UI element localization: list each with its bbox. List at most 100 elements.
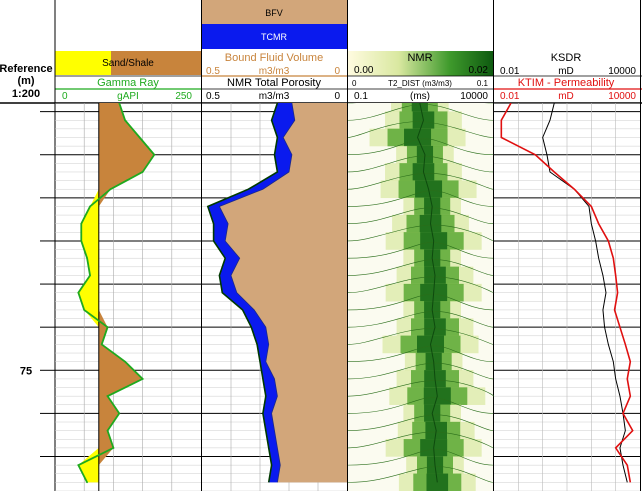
- gamma-ray-point: [89, 274, 91, 277]
- shale-fill: [98, 103, 155, 483]
- gamma-ray-point: [118, 103, 121, 104]
- gamma-ray-point: [118, 412, 121, 415]
- nmr-title: NMR: [407, 52, 432, 64]
- gr-min: 0: [62, 91, 68, 102]
- t2-axis-min: 0.1: [354, 91, 368, 102]
- ktim-title: KTIM - Permeability: [518, 77, 615, 89]
- gamma-ray-point: [86, 257, 88, 260]
- nmr-t2-waveform: [347, 276, 494, 293]
- nmr-scale-max: 0.02: [469, 65, 489, 76]
- gamma-ray-point: [106, 395, 109, 397]
- ksdr-max: 10000: [608, 66, 636, 77]
- gamma-ray-point: [89, 205, 91, 208]
- nmr-t2-waveform: [347, 431, 494, 449]
- nmr-t2-waveform: [347, 242, 494, 259]
- nmr-dist-core: [411, 103, 428, 112]
- nmr-scale-min: 0.00: [354, 65, 374, 76]
- gamma-ray-point: [83, 309, 85, 311]
- porosity-track: [206, 103, 347, 483]
- ktim-max: 10000: [608, 91, 636, 102]
- sand-fill: [78, 103, 99, 483]
- t2-max: 0.1: [477, 79, 489, 88]
- header: Reference (m) 1:200 Sand/Shale Gamma Ray…: [0, 0, 642, 104]
- nmr-t2-waveform: [347, 345, 494, 362]
- gamma-ray-point: [124, 119, 126, 122]
- t2-axis-unit: (ms): [410, 91, 430, 102]
- nmr-t2-waveform: [347, 448, 494, 466]
- gamma-ray-point: [141, 171, 144, 173]
- gamma-ray-point: [109, 188, 112, 191]
- nmr-t2-waveform: [347, 104, 494, 121]
- gamma-ray-point: [112, 447, 115, 449]
- nmr-t2-waveform: [347, 293, 494, 311]
- gamma-ray-point: [106, 326, 109, 328]
- nmr-t2-waveform: [347, 311, 494, 328]
- bfv-swatch: [202, 0, 347, 24]
- gamma-ray-track: [77, 103, 156, 491]
- nmr-t2-waveform: [347, 207, 494, 225]
- tcmr-max: 0: [334, 91, 340, 102]
- nmr-t2-waveform: [347, 121, 494, 138]
- gamma-ray-point: [100, 343, 103, 346]
- gr-max: 250: [175, 91, 192, 102]
- sand-fill-swatch: [55, 51, 111, 75]
- bfv-curve: [218, 103, 296, 483]
- ksdr-unit: mD: [558, 66, 574, 77]
- nmr-t2-waveform: [347, 362, 494, 380]
- nmr-t2-waveform: [347, 155, 494, 173]
- gamma-ray-point: [141, 378, 144, 380]
- track-borders: [54, 0, 641, 491]
- sand-shale-label: Sand/Shale: [102, 58, 154, 69]
- ksdr-title: KSDR: [551, 52, 582, 64]
- permeability-track: [500, 103, 634, 483]
- depth-unit: (m): [17, 75, 34, 87]
- bfv-legend: BFV: [265, 8, 283, 18]
- nmr-t2-waveform: [347, 397, 494, 414]
- bfv-fill: [219, 103, 347, 483]
- ktim-unit: mD: [558, 91, 574, 102]
- nmr-t2-waveform: [347, 466, 494, 483]
- tcmr-curve: [206, 103, 279, 483]
- gamma-ray-point: [77, 464, 80, 466]
- gamma-ray-point: [77, 291, 80, 294]
- gamma-ray-point: [153, 153, 156, 156]
- t2-dist-title: T2_DIST (m3/m3): [388, 79, 452, 88]
- nmr-t2-waveform: [347, 379, 494, 397]
- nmr-t2-waveform: [347, 259, 494, 276]
- gamma-ray-point: [106, 429, 109, 432]
- t2-axis-max: 10000: [460, 91, 488, 102]
- gamma-ray-point: [138, 136, 141, 139]
- ktim-curve: [500, 103, 634, 483]
- bfv-max: 0: [334, 66, 340, 77]
- gr-unit: gAPI: [117, 91, 139, 102]
- t2-min: 0: [352, 79, 357, 88]
- nmr-t2-waveform: [347, 138, 494, 156]
- depth-title: Reference: [0, 63, 53, 75]
- gamma-ray-point: [80, 240, 83, 242]
- ksdr-min: 0.01: [500, 66, 520, 77]
- tcmr-min: 0.5: [206, 91, 220, 102]
- nmr-t2-waveform: [347, 414, 494, 431]
- depth-tick-label: 75: [20, 365, 32, 377]
- tcmr-legend: TCMR: [261, 32, 287, 42]
- nmr-t2-waveform: [347, 173, 494, 190]
- nmr-t2-waveform: [347, 190, 494, 207]
- nmr-t2-peak-curve: [417, 103, 438, 483]
- nmr-t2-track: [347, 103, 494, 491]
- gamma-ray-point: [80, 222, 83, 225]
- depth-scale: 1:200: [12, 88, 40, 100]
- bfv-unit: m3/m3: [259, 66, 290, 77]
- gamma-ray-point: [86, 481, 88, 484]
- bfv-title: Bound Fluid Volume: [225, 52, 323, 64]
- tcmr-swatch: [202, 24, 347, 49]
- ktim-min: 0.01: [500, 91, 520, 102]
- tcmr-title: NMR Total Porosity: [227, 77, 321, 89]
- nmr-t2-waveform: [347, 224, 494, 242]
- gamma-ray-point: [124, 360, 126, 363]
- nmr-t2-waveform: [347, 328, 494, 345]
- bfv-min: 0.5: [206, 66, 220, 77]
- gamma-ray-title: Gamma Ray: [97, 77, 159, 89]
- nmr-color-scale: [348, 51, 493, 76]
- tcmr-unit: m3/m3: [259, 91, 290, 102]
